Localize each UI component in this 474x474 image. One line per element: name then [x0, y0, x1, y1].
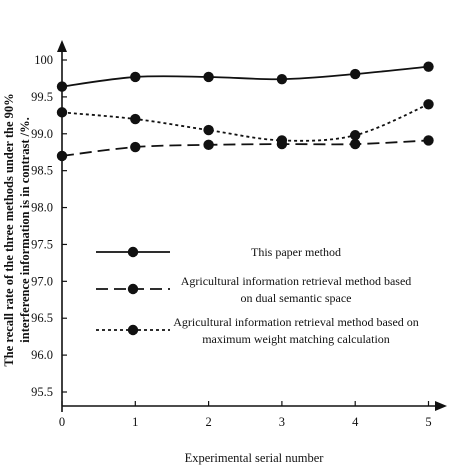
legend-label-3: Agricultural information retrieval metho…: [173, 315, 419, 329]
x-tick-label: 4: [352, 415, 359, 429]
series-2-point: [203, 139, 214, 151]
y-axis-label-line-2: interference information is in contrast …: [18, 117, 32, 342]
y-ticks: 95.5 96.0 96.5 97.0 97.5 98.0 98.5 99.0 99.5 100: [31, 53, 67, 399]
legend-label-2: Agricultural information retrieval metho…: [181, 274, 412, 288]
x-tick-label: 3: [279, 415, 285, 429]
series-3-point: [276, 135, 288, 146]
y-tick-label: 96.0: [31, 348, 53, 362]
series-1-point: [423, 61, 434, 72]
legend-label-1: This paper method: [251, 245, 341, 259]
series-1-point: [203, 71, 214, 83]
series-2-point: [56, 150, 68, 162]
series-line-1: [61, 65, 429, 88]
series-3-point: [56, 107, 68, 118]
series-line-3: [61, 103, 429, 142]
series-3-point: [423, 99, 434, 110]
legend-label-3: maximum weight matching calculation: [202, 332, 390, 346]
legend-marker-2: [127, 283, 139, 295]
legend-label-2: on dual semantic space: [241, 291, 352, 305]
x-axis-arrow: [435, 401, 447, 411]
y-tick-label: 100: [34, 53, 53, 67]
series-1-point: [276, 73, 288, 85]
series-line-2: [61, 139, 429, 157]
legend: This paper method Agricultural informatio…: [96, 245, 419, 346]
y-tick-label: 96.5: [31, 311, 53, 325]
series-1-point: [56, 81, 68, 92]
y-axis-arrow: [57, 40, 67, 52]
axes: [57, 40, 447, 412]
x-tick-label: 5: [425, 415, 431, 429]
series-2-point: [423, 135, 434, 146]
series-1-point: [350, 68, 361, 80]
y-tick-label: 98.0: [31, 201, 53, 215]
series-3-point: [350, 130, 361, 141]
y-axis-label-line-1: The recall rate of the three methods und…: [2, 93, 16, 366]
series-3-point: [203, 124, 214, 136]
y-tick-label: 99.5: [31, 90, 53, 104]
series-1-point: [130, 71, 141, 83]
series-3-point: [130, 113, 141, 125]
y-tick-label: 98.5: [31, 164, 53, 178]
x-tick-label: 1: [132, 415, 138, 429]
y-tick-label: 95.5: [31, 385, 53, 399]
y-tick-label: 97.5: [31, 237, 53, 251]
series-group: [56, 61, 434, 162]
x-tick-label: 0: [59, 415, 65, 429]
series-2-point: [130, 141, 141, 153]
legend-marker-1: [127, 246, 139, 258]
y-tick-label: 97.0: [31, 274, 53, 288]
x-tick-label: 2: [205, 415, 211, 429]
x-ticks: 0 1 2 3 4 5: [59, 401, 432, 429]
y-tick-label: 99.0: [31, 127, 53, 141]
x-axis-label: Experimental serial number: [185, 451, 325, 465]
series-2-point: [350, 138, 361, 150]
legend-marker-3: [127, 324, 139, 336]
